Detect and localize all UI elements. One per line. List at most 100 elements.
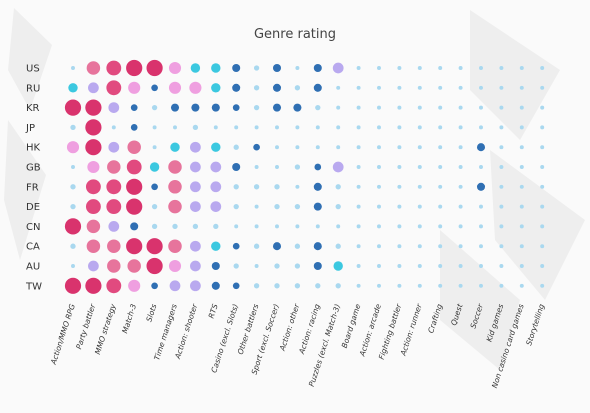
row-label: TW [25,281,42,292]
data-dot [66,141,80,154]
data-dot [438,184,443,189]
data-dot [146,59,163,77]
data-dot [253,243,260,249]
data-dot [172,223,178,230]
data-dot [499,105,504,110]
data-dot [417,105,422,110]
data-dot [232,83,241,92]
data-dot [107,259,121,273]
data-dot [397,125,402,130]
column-label: Action/MMO RPG [49,303,77,367]
data-dot [417,204,422,209]
data-dot [70,124,76,131]
data-dot [294,283,301,289]
data-dot [70,184,76,190]
data-dot [499,283,504,288]
data-dot [294,203,301,210]
data-dot [108,102,120,113]
data-dot [499,66,504,70]
data-dot [254,224,259,229]
bg-shape [490,150,585,300]
data-dot [272,242,282,251]
data-dot [234,125,239,130]
column-label: Soccer [469,302,486,330]
data-dot [232,162,241,172]
data-dot [210,201,222,212]
data-dot [458,66,463,70]
data-dot [479,85,483,90]
data-dot [356,244,361,249]
data-dot [519,184,524,189]
bg-shape [4,120,46,260]
data-dot [151,223,158,230]
row-label: KR [26,103,40,114]
data-dot [479,105,483,110]
data-dot [189,81,202,94]
data-dot [213,125,218,130]
data-dot [458,244,463,249]
data-dot [170,142,180,152]
data-dot [146,238,163,255]
data-dot [294,263,301,269]
data-dot [356,165,361,169]
column-label: Crafting [426,303,444,335]
data-dot [233,144,239,150]
data-dot [377,204,381,209]
data-dot [499,125,504,130]
data-dot [234,224,239,229]
data-dot [211,142,221,152]
data-dot [377,283,381,288]
data-dot [274,283,280,289]
data-dot [332,62,344,74]
data-dot [499,145,504,150]
dots [64,59,545,294]
data-dot [168,199,182,214]
data-dot [540,85,545,90]
data-dot [417,224,422,229]
data-dot [479,204,483,209]
data-dot [86,61,101,75]
data-dot [294,85,301,91]
data-dot [254,125,259,130]
data-dot [540,224,545,229]
data-dot [397,224,402,229]
data-dot [85,277,102,294]
data-dot [315,104,321,111]
data-dot [397,184,402,189]
data-dot [479,244,483,249]
data-dot [295,184,300,189]
data-dot [438,244,443,249]
data-dot [294,243,301,249]
data-dot [356,204,361,209]
data-dot [88,82,99,94]
data-dot [519,165,524,169]
data-dot [313,242,322,251]
data-dot [417,66,422,70]
data-dot [313,182,322,191]
data-dot [314,163,322,171]
data-dot [540,184,545,189]
data-dot [313,261,322,271]
data-dot [211,103,220,112]
data-dot [356,85,361,90]
row-label: GB [26,163,41,174]
data-dot [458,165,463,169]
data-dot [71,165,75,169]
data-dot [70,243,76,249]
data-dot [190,161,201,173]
data-dot [417,145,422,150]
data-dot [64,218,82,235]
data-dot [377,244,381,249]
data-dot [126,59,143,77]
data-dot [106,60,122,76]
data-dot [356,66,361,70]
data-dot [211,281,220,290]
data-dot [168,180,182,194]
data-dot [127,259,141,273]
data-dot [336,85,341,90]
data-dot [168,239,182,253]
data-dot [397,244,402,249]
data-dot [336,145,341,150]
